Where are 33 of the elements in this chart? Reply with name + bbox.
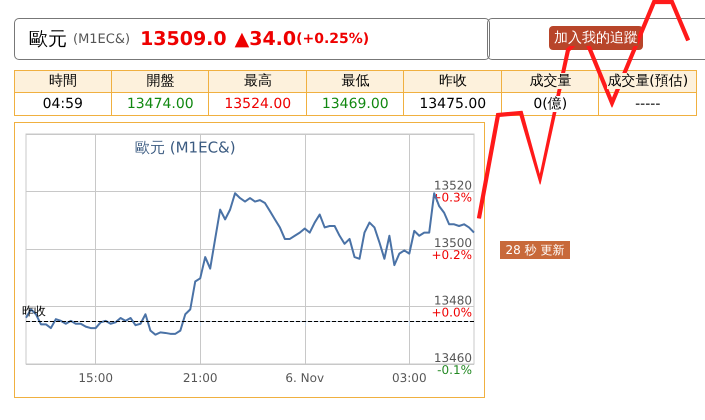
text: 成交量	[529, 73, 572, 89]
text: 13524.00	[224, 96, 292, 112]
text: 13475.00	[419, 96, 486, 112]
y-tick-label: 13480	[434, 294, 472, 308]
x-tick-label: 15:00	[78, 371, 113, 385]
text: 04:59	[42, 96, 83, 112]
y2-tick-label: -0.1%	[437, 363, 472, 377]
text: 最低	[341, 73, 370, 89]
text: ▲34.0	[234, 28, 296, 50]
y-tick-label: 13460	[434, 351, 472, 365]
text: 時間	[48, 73, 77, 89]
text: -----	[635, 96, 660, 112]
text: 開盤	[146, 73, 174, 89]
text: 0(億)	[533, 96, 568, 112]
chart-title: 歐元 (M1EC&)	[135, 138, 236, 156]
y-tick-label: 13520	[434, 178, 472, 192]
text: 昨收	[438, 73, 467, 89]
text: (+0.25%)	[296, 31, 370, 47]
text: 歐元	[29, 27, 67, 52]
x-tick-label: 21:00	[182, 371, 218, 385]
x-tick-label: 6. Nov	[285, 371, 324, 385]
y2-tick-label: +0.2%	[431, 248, 472, 262]
text: 最高	[244, 73, 272, 89]
text: 13509.0	[140, 28, 227, 50]
x-tick-label: 03:00	[392, 371, 427, 385]
text: (M1EC&)	[73, 32, 130, 46]
text: 13469.00	[322, 96, 389, 112]
text: 13474.00	[126, 96, 194, 112]
text: 加入我的追蹤	[554, 30, 638, 46]
y-tick-label: 13500	[434, 236, 472, 250]
text: 成交量(預估)	[607, 73, 688, 89]
text: 28 秒 更新	[500, 241, 570, 259]
y2-tick-label: +0.0%	[431, 306, 472, 320]
